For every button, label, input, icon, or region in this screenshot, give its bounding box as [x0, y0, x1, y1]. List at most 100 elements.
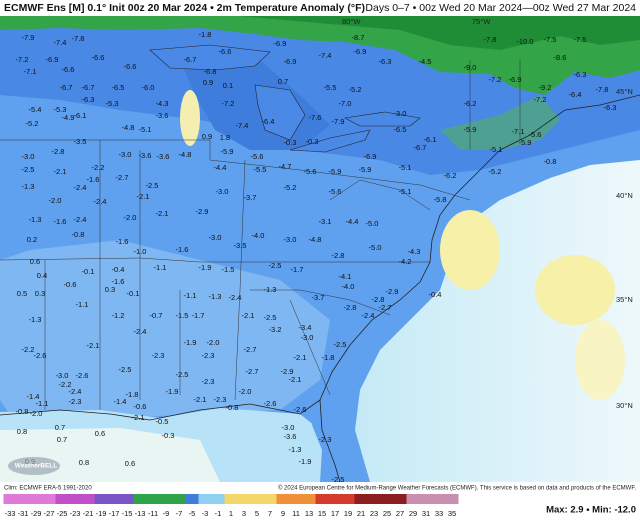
anomaly-label: -2.1 [87, 341, 100, 350]
anomaly-label: -0.1 [127, 289, 140, 298]
anomaly-label: -7.8 [484, 35, 497, 44]
anomaly-label: -2.7 [116, 173, 129, 182]
anomaly-label: 0.6 [125, 459, 135, 468]
colorbar-swatch [263, 494, 277, 504]
anomaly-label: -5.0 [366, 219, 379, 228]
anomaly-label: -3.0 [216, 187, 229, 196]
lat-label: 35°N [616, 295, 633, 304]
anomaly-label: -7.8 [72, 34, 85, 43]
anomaly-yellow [440, 210, 500, 290]
anomaly-label: -3.0 [22, 152, 35, 161]
anomaly-label: -0.4 [112, 265, 125, 274]
anomaly-label: -1.1 [184, 291, 197, 300]
anomaly-label: -9.0 [464, 63, 477, 72]
borders [0, 60, 521, 410]
colorbar-swatch [432, 494, 446, 504]
anomaly-label: -1.9 [166, 387, 179, 396]
anomaly-label: 0.6 [95, 429, 105, 438]
colorbar-label: -3 [202, 509, 209, 518]
anomaly-label: -6.6 [62, 65, 75, 74]
logo-badge [8, 457, 60, 475]
lon-label: 75°W [472, 17, 491, 26]
anomaly-label: -0.5 [156, 417, 169, 426]
anomaly-label: -1.7 [291, 265, 304, 274]
anomaly-label: -3.6 [157, 152, 170, 161]
anomaly-label: -3.5 [74, 137, 87, 146]
anomaly-label: -2.4 [94, 197, 107, 206]
colorbar-swatch [250, 494, 264, 504]
colorbar-label: -5 [189, 509, 196, 518]
anomaly-label: -2.8 [332, 251, 345, 260]
anomaly-label: -2.4 [229, 293, 242, 302]
colorbar-label: 25 [383, 509, 391, 518]
anomaly-label: -0.8 [16, 407, 29, 416]
colorbar-swatch [120, 494, 134, 504]
anomaly-label: -2.3 [319, 435, 332, 444]
anomaly-label: -5.9 [519, 138, 532, 147]
anomaly-label: -4.5 [419, 57, 432, 66]
anomaly-label: -3.6 [156, 111, 169, 120]
anomaly-label: 0.3 [105, 285, 115, 294]
anomaly-label: -6.9 [354, 47, 367, 56]
colorbar-label: -31 [18, 509, 29, 518]
colorbar-swatch [159, 494, 173, 504]
anomaly-label: -2.2 [22, 345, 35, 354]
anomaly-label: -0.6 [134, 402, 147, 411]
anomaly-label: -2.0 [30, 409, 43, 418]
anomaly-label: -2.1 [194, 395, 207, 404]
colorbar-swatch [29, 494, 43, 504]
colorbar-label: -7 [176, 509, 183, 518]
anomaly-label: -6.0 [142, 83, 155, 92]
anomaly-label: -2.0 [207, 338, 220, 347]
anomaly-label: -2.1 [242, 311, 255, 320]
colorbar-swatch [276, 494, 290, 504]
map: 45°N40°N35°N30°N80°W 75°W -7.9-7.4 -7.8-7.… [0, 16, 640, 484]
anomaly-label: -1.6 [112, 277, 125, 286]
anomaly-label: -3.0 [119, 150, 132, 159]
anomaly-label: -2.5 [269, 261, 282, 270]
colorbar-swatch [367, 494, 381, 504]
anomaly-label: -1.3 [289, 445, 302, 454]
anomaly-label: -2.4 [74, 183, 87, 192]
colorbar-swatch [3, 494, 17, 504]
anomaly-label: -1.9 [199, 263, 212, 272]
colorbar-label: -13 [135, 509, 146, 518]
anomaly-label: -0.3 [162, 431, 175, 440]
lon-label: 80°W [342, 17, 361, 26]
anomaly-label: -4.0 [342, 282, 355, 291]
colorbar-swatch [198, 494, 212, 504]
anomaly-label: -4.0 [252, 231, 265, 240]
anomaly-label: -3.0 [301, 333, 314, 342]
anomaly-label: -6.4 [569, 90, 582, 99]
colorbar-label: -27 [44, 509, 55, 518]
anomaly-label: -6.9 [274, 39, 287, 48]
anomaly-label: 0.7 [55, 423, 65, 432]
colorbar-label: -21 [83, 509, 94, 518]
colorbar-swatch [211, 494, 225, 504]
anomaly-label: -3.0 [394, 109, 407, 118]
colorbar-label: -25 [57, 509, 68, 518]
anomaly-label: -0.1 [82, 267, 95, 276]
lat-labels: 45°N 40°N 35°N 30°N 80°W 75°W [342, 17, 633, 410]
colorbar-label: -9 [163, 509, 170, 518]
colorbar-label: 29 [409, 509, 417, 518]
colorbar-label: 11 [292, 509, 300, 518]
anomaly-label: 0.8 [17, 427, 27, 436]
anomaly-label: -7.9 [332, 117, 345, 126]
anomaly-label: -2.3 [202, 377, 215, 386]
anomaly-label: -2.8 [372, 295, 385, 304]
anomaly-label: -1.8 [322, 353, 335, 362]
anomaly-label: -2.9 [386, 287, 399, 296]
anomaly-label: -3.7 [244, 193, 257, 202]
anomaly-label: -2.4 [134, 327, 147, 336]
anomaly-label: -9.2 [539, 83, 552, 92]
anomaly-label: -0.8 [72, 230, 85, 239]
anomaly-label: -5.9 [329, 167, 342, 176]
anomaly-label: -5.6 [529, 130, 542, 139]
anomaly-label: -7.9 [22, 33, 35, 42]
anomaly-label: -1.1 [36, 399, 49, 408]
anomaly-label: 0.4 [37, 271, 47, 280]
anomaly-label: -6.9 [364, 152, 377, 161]
colorbar-swatch [16, 494, 30, 504]
anomaly-label: -3.2 [269, 325, 282, 334]
